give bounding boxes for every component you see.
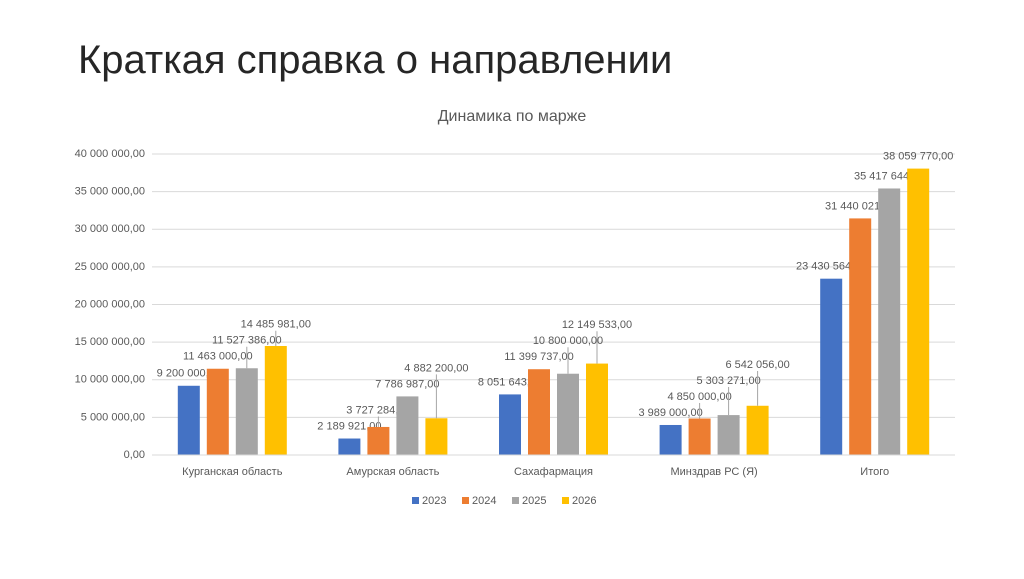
y-tick-label: 20 000 000,00: [75, 298, 145, 310]
bar: [820, 278, 843, 455]
bar: [425, 418, 448, 455]
legend-label: 2025: [522, 495, 546, 507]
legend-swatch: [412, 497, 419, 504]
y-tick-label: 10 000 000,00: [75, 374, 145, 386]
bar: [528, 369, 550, 455]
data-label: 8 051 643,00: [478, 376, 542, 388]
data-label: 11 463 000,00: [183, 351, 253, 363]
x-tick-label: Амурская область: [346, 466, 439, 478]
data-label: 5 303 271,00: [696, 375, 760, 387]
bar: [206, 368, 229, 455]
bar: [338, 438, 361, 455]
data-label: 3 989 000,00: [638, 407, 702, 419]
bar: [177, 385, 200, 455]
chart-title: Динамика по марже: [438, 108, 587, 125]
y-tick-label: 0,00: [124, 449, 145, 461]
bar: [499, 394, 521, 455]
data-label: 23 430 564,00: [796, 261, 866, 273]
data-label: 7 786 987,00: [375, 378, 439, 390]
bar: [586, 363, 608, 455]
x-tick-label: Сахафармация: [514, 466, 593, 478]
bar: [688, 418, 711, 455]
y-tick-label: 35 000 000,00: [75, 186, 145, 198]
bar: [557, 373, 579, 455]
data-label: 2 189 921,00: [317, 420, 381, 432]
legend-swatch: [562, 497, 569, 504]
bar: [907, 168, 930, 456]
y-tick-label: 30 000 000,00: [75, 223, 145, 235]
x-tick-label: Курганская область: [182, 466, 283, 478]
data-label: 12 149 533,00: [562, 319, 632, 331]
legend-swatch: [512, 497, 519, 504]
legend-label: 2023: [422, 495, 446, 507]
data-label: 3 727 284,00: [346, 404, 410, 416]
data-label: 4 882 200,00: [404, 362, 468, 374]
bar: [717, 415, 740, 455]
y-tick-label: 5 000 000,00: [81, 411, 145, 423]
data-label: 35 417 644,00: [854, 170, 924, 182]
data-label: 38 059 770,00: [883, 151, 953, 163]
data-label: 31 440 021,00: [825, 200, 895, 212]
bar: [235, 368, 258, 455]
data-label: 10 800 000,00: [533, 335, 603, 347]
slide-title: Краткая справка о направлении: [78, 38, 672, 82]
bar: [396, 396, 419, 455]
data-label: 9 200 000,00: [157, 368, 221, 380]
x-tick-label: Итого: [860, 466, 889, 478]
bar: [264, 345, 287, 455]
y-tick-label: 40 000 000,00: [75, 148, 145, 160]
data-label: 6 542 056,00: [725, 359, 789, 371]
bar: [878, 188, 901, 455]
legend-label: 2026: [572, 495, 596, 507]
data-label: 14 485 981,00: [241, 319, 311, 331]
y-tick-label: 25 000 000,00: [75, 261, 145, 273]
bar: [367, 426, 390, 455]
legend-label: 2024: [472, 495, 496, 507]
data-label: 4 850 000,00: [667, 391, 731, 403]
legend-swatch: [462, 497, 469, 504]
y-tick-label: 15 000 000,00: [75, 336, 145, 348]
x-tick-label: Минздрав РС (Я): [670, 466, 757, 478]
bar: [849, 218, 872, 455]
data-label: 11 399 737,00: [504, 351, 574, 363]
bar: [659, 424, 682, 455]
data-label: 11 527 386,00: [212, 335, 282, 347]
bar: [746, 405, 769, 455]
